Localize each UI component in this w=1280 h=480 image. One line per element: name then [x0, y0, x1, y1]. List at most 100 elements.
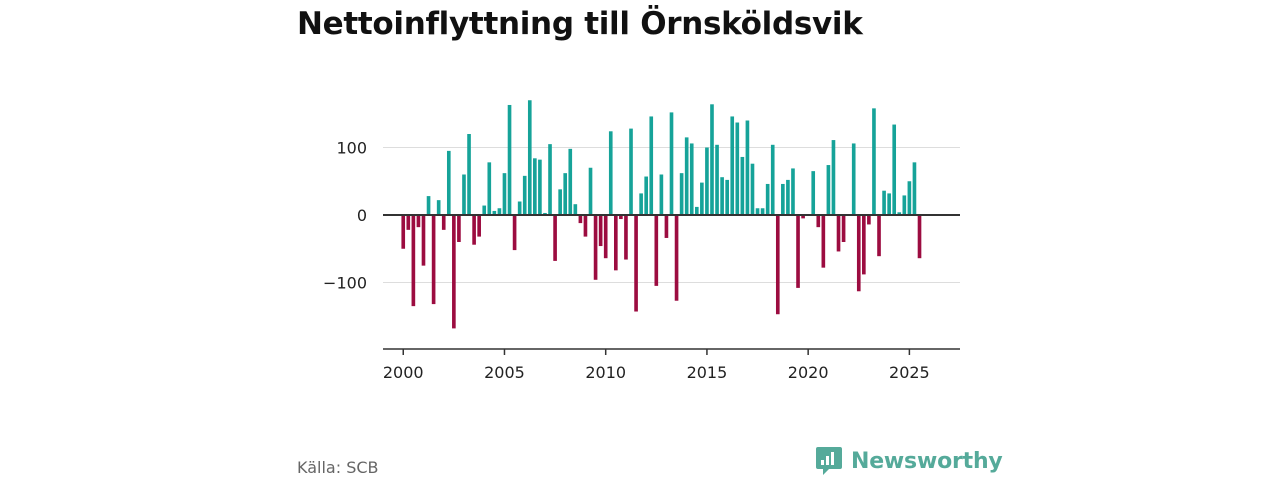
bar: [821, 215, 826, 268]
bars: [401, 100, 922, 329]
bar: [492, 210, 497, 215]
bar: [543, 212, 547, 215]
bar: [669, 112, 674, 215]
y-tick-label: 0: [357, 206, 367, 225]
bar: [664, 215, 669, 238]
bar: [421, 215, 426, 266]
bar: [892, 124, 897, 215]
bar: [538, 159, 542, 215]
bar: [902, 195, 907, 215]
brand-name: Newsworthy: [851, 448, 1003, 474]
bar: [659, 174, 664, 215]
bar: [755, 208, 760, 215]
bar: [578, 215, 583, 224]
bar: [765, 183, 770, 215]
x-tick-label: 2015: [687, 363, 728, 382]
bar: [446, 150, 451, 216]
bar: [522, 175, 527, 215]
bar: [639, 193, 643, 215]
bar: [705, 147, 709, 215]
bar: [426, 196, 431, 215]
bar: [740, 156, 745, 215]
bar: [684, 137, 689, 216]
bar: [411, 215, 416, 307]
bar: [497, 208, 502, 215]
bar: [877, 215, 881, 257]
bar: [467, 134, 471, 215]
bar: [558, 189, 562, 215]
chart-title: Nettoinflyttning till Örnsköldsvik: [297, 6, 863, 42]
bar: [416, 215, 421, 228]
bar: [775, 215, 780, 315]
bar: [796, 215, 800, 288]
bar: [791, 168, 795, 215]
bar: [441, 215, 446, 230]
bar: [593, 215, 598, 280]
bar: [851, 143, 856, 215]
bar: [568, 148, 573, 215]
bar: [730, 116, 735, 215]
bar: [710, 104, 714, 215]
bar: [679, 173, 684, 215]
bar: [619, 215, 623, 220]
bar: [452, 215, 456, 329]
bar: [725, 179, 729, 215]
brand-logo[interactable]: Newsworthy: [815, 446, 1003, 476]
bar: [507, 104, 512, 215]
bar: [487, 162, 492, 215]
bar: [897, 212, 902, 215]
x-axis: 2000 2005 2010 2015 2020 2025: [383, 348, 960, 382]
newsworthy-logo-icon: [816, 447, 842, 475]
bar: [482, 205, 487, 215]
bar: [917, 215, 922, 259]
bar: [912, 162, 917, 215]
source-label: Källa: SCB: [297, 458, 379, 477]
bar: [816, 215, 821, 228]
bar: [856, 215, 861, 292]
bar: [603, 215, 608, 259]
bar: [700, 182, 704, 215]
bar: [836, 215, 841, 252]
y-axis: 100 0 −100: [323, 139, 367, 293]
bar: [760, 208, 765, 215]
bar: [462, 174, 466, 215]
bar: [644, 176, 649, 215]
x-tick-label: 2000: [383, 363, 424, 382]
bar: [841, 215, 846, 242]
bar: [401, 215, 406, 249]
bar: [588, 167, 593, 215]
bar: [472, 215, 476, 245]
bar: [694, 206, 699, 215]
bar: [801, 215, 805, 219]
bar: [406, 215, 411, 230]
bar: [781, 183, 785, 215]
bar: [720, 177, 724, 215]
bar: [867, 215, 871, 225]
bar: [634, 215, 638, 312]
x-tick-label: 2005: [484, 363, 525, 382]
bar: [436, 200, 441, 215]
bar: [608, 131, 613, 215]
bar: [872, 108, 876, 215]
bar: [563, 173, 568, 215]
bar: [750, 163, 755, 215]
bar: [548, 144, 552, 216]
bar: [907, 181, 912, 215]
bar: [624, 215, 628, 260]
bar: [553, 215, 557, 261]
x-tick-label: 2025: [889, 363, 930, 382]
bar: [614, 215, 618, 271]
y-tick-label: 100: [336, 139, 367, 158]
bar: [533, 158, 537, 215]
x-tick-label: 2020: [788, 363, 829, 382]
bar: [887, 193, 891, 215]
bar: [735, 122, 740, 215]
bar: [831, 140, 836, 215]
y-tick-label: −100: [323, 274, 367, 293]
bar: [512, 215, 517, 251]
bar: [583, 215, 588, 237]
bar: [811, 171, 816, 216]
bar: [457, 215, 461, 242]
bar: [654, 215, 659, 286]
